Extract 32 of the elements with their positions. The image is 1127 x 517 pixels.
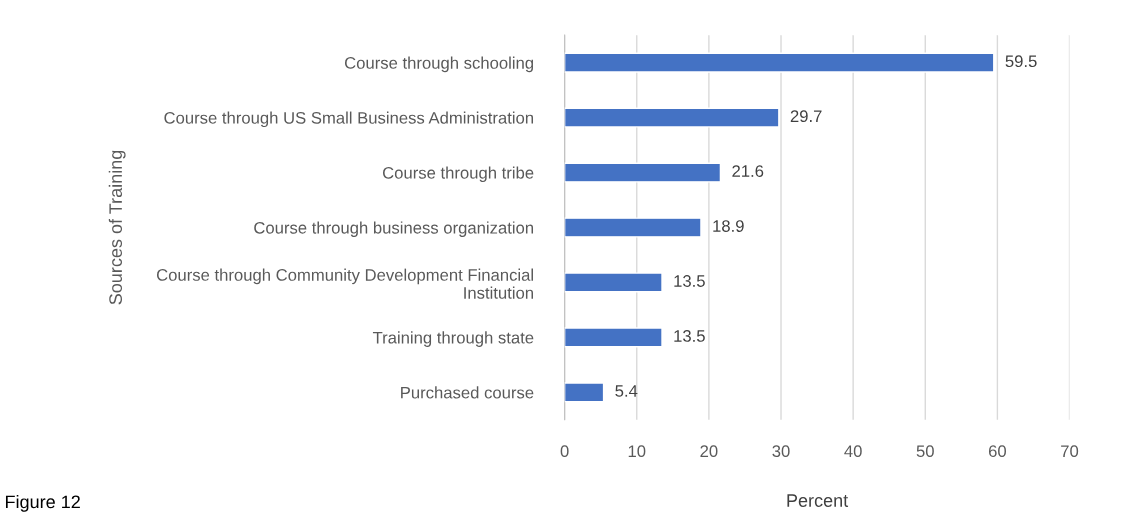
x-tick-label: 60 bbox=[988, 445, 1007, 458]
bar bbox=[564, 217, 702, 238]
y-tick-label: Course through US Small Business Administration bbox=[164, 111, 534, 128]
y-tick-label: Course through schooling bbox=[345, 56, 534, 73]
data-label: 13.5 bbox=[674, 275, 705, 287]
data-label: 21.6 bbox=[732, 165, 764, 177]
bar bbox=[564, 272, 663, 293]
y-tick-label: Purchased course bbox=[401, 386, 534, 399]
bar bbox=[564, 382, 605, 403]
x-tick-label: 30 bbox=[772, 445, 790, 458]
y-tick-label: Course through tribe bbox=[382, 166, 534, 183]
data-label: 29.7 bbox=[790, 110, 822, 123]
x-tick-label: 0 bbox=[560, 445, 569, 458]
bar bbox=[564, 52, 995, 73]
x-tick-label: 10 bbox=[628, 445, 646, 458]
bar bbox=[564, 162, 722, 183]
data-label: 59.5 bbox=[1005, 55, 1037, 68]
x-tick-label: 50 bbox=[916, 445, 934, 458]
bar bbox=[564, 327, 663, 348]
data-label: 5.4 bbox=[615, 385, 638, 397]
x-tick-label: 20 bbox=[700, 445, 718, 458]
data-label: 13.5 bbox=[674, 330, 705, 342]
caption: Figure 12 bbox=[5, 495, 80, 512]
x-axis-title: Percent bbox=[787, 494, 849, 507]
y-axis-title: Sources of Training bbox=[108, 150, 126, 305]
y-tick-label: Training through state bbox=[372, 331, 534, 347]
data-label: 18.9 bbox=[713, 220, 744, 232]
y-tick-label: Course through Community Development Financial Institution bbox=[156, 268, 533, 299]
y-tick-label: Course through business organization bbox=[254, 221, 534, 237]
x-tick-label: 70 bbox=[1061, 445, 1079, 458]
x-tick-label: 40 bbox=[844, 445, 862, 458]
bar bbox=[564, 107, 780, 128]
